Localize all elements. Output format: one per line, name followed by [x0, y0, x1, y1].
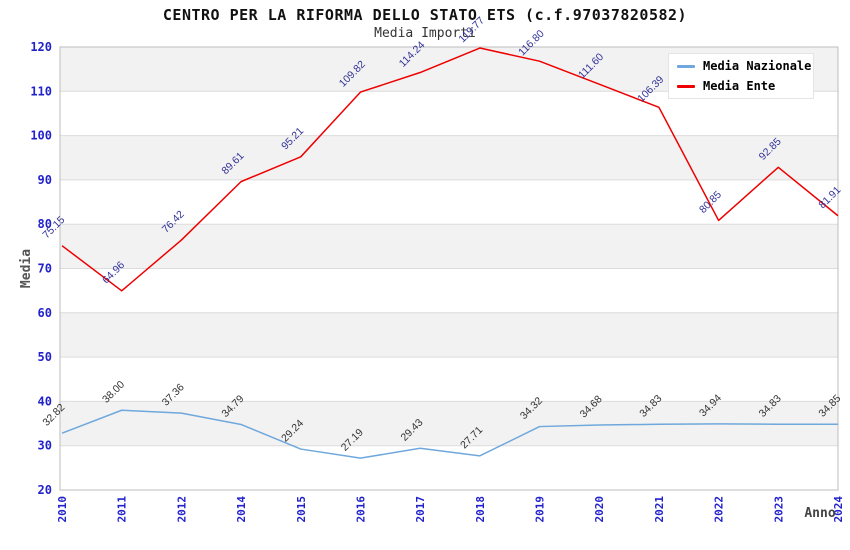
legend-item-media-ente: Media Ente — [677, 79, 813, 93]
x-tick-label: 2015 — [295, 496, 308, 523]
data-label-media-ente: 119.77 — [456, 14, 487, 45]
x-tick-label: 2016 — [354, 496, 367, 523]
series-line-media-nazionale — [61, 409, 839, 459]
x-tick-label: 2021 — [653, 496, 666, 523]
chart-title: CENTRO PER LA RIFORMA DELLO STATO ETS (c… — [162, 6, 688, 24]
x-tick-label: 2023 — [772, 496, 785, 523]
legend: Media Nazionale Media Ente — [668, 53, 814, 99]
y-tick-label: 40 — [38, 394, 52, 408]
x-tick-label: 2019 — [534, 496, 547, 523]
y-tick-label: 50 — [38, 350, 52, 364]
y-tick-label: 70 — [38, 262, 52, 276]
y-tick-label: 20 — [38, 483, 52, 497]
x-tick-label: 2010 — [56, 496, 69, 523]
x-tick-label: 2014 — [235, 496, 248, 523]
x-tick-label: 2022 — [713, 496, 726, 523]
y-tick-label: 80 — [38, 217, 52, 231]
x-axis-title: Anno — [804, 506, 835, 521]
y-tick-label: 100 — [30, 129, 52, 143]
x-tick-label: 2012 — [175, 496, 188, 523]
y-axis-title: Media — [19, 249, 34, 288]
y-tick-label: 120 — [30, 40, 52, 54]
legend-label-media-ente: Media Ente — [703, 79, 776, 93]
x-tick-label: 2011 — [116, 496, 129, 523]
x-tick-label: 2020 — [593, 496, 606, 523]
legend-swatch-media-ente — [677, 84, 695, 88]
y-tick-label: 110 — [30, 84, 52, 98]
chart-subtitle: Media Importi — [374, 26, 476, 41]
legend-label-media-nazionale: Media Nazionale — [703, 59, 812, 73]
legend-item-media-nazionale: Media Nazionale — [677, 59, 813, 73]
y-tick-label: 90 — [38, 173, 52, 187]
plot-band — [60, 135, 838, 180]
series-line-media-ente — [61, 47, 839, 292]
plot-border — [59, 46, 839, 491]
y-tick-label: 60 — [38, 306, 52, 320]
y-tick-label: 30 — [38, 439, 52, 453]
plot-band — [60, 224, 838, 269]
x-tick-label: 2017 — [414, 496, 427, 523]
plot-band — [60, 312, 838, 358]
x-tick-label: 2018 — [474, 496, 487, 523]
data-label-media-ente: 80.85 — [697, 189, 724, 216]
x-tick-label: 2024 — [832, 496, 845, 523]
legend-swatch-media-nazionale — [677, 64, 695, 68]
data-label-media-ente: 81.91 — [816, 184, 843, 211]
